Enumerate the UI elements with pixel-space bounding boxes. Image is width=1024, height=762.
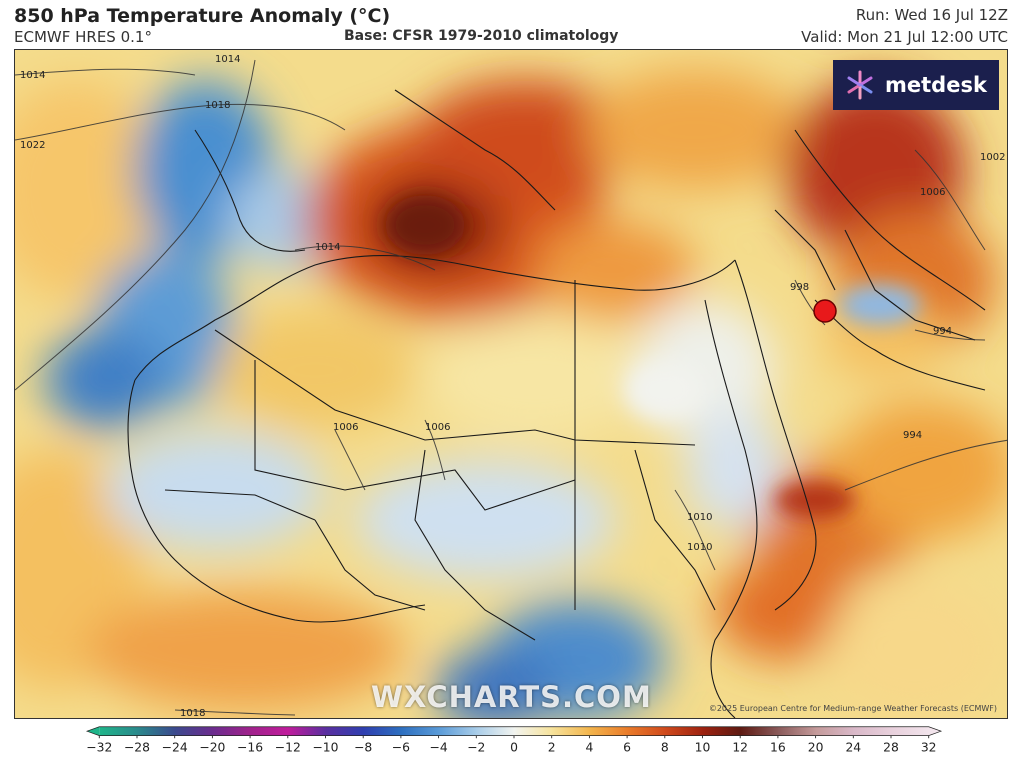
colorbar-swatches <box>85 726 943 736</box>
anomaly-hotspots <box>385 195 920 518</box>
location-marker[interactable] <box>813 299 837 323</box>
colorbar-tick-label: −20 <box>199 740 225 754</box>
isobar-label: 994 <box>933 326 952 337</box>
colorbar-tick-label: 6 <box>623 740 631 754</box>
colorbar-tick-label: 12 <box>732 740 748 754</box>
colorbar-tick-label: 16 <box>770 740 786 754</box>
colorbar-tick-label: −16 <box>237 740 263 754</box>
isobar-label: 1014 <box>215 54 240 65</box>
anomaly-field <box>15 70 1007 718</box>
isobar-labels: 1014 1014 1018 1022 1014 1006 1006 1010 … <box>20 54 1005 719</box>
isobar-label: 1018 <box>180 708 205 719</box>
colorbar-segment <box>174 726 213 736</box>
colorbar-segment <box>702 726 741 736</box>
colorbar-right-arrow <box>928 726 942 736</box>
colorbar-segment <box>400 726 440 736</box>
anomaly-map-canvas: 1014 1014 1018 1022 1014 1006 1006 1010 … <box>15 50 1007 719</box>
colorbar-tick-label: −12 <box>275 740 301 754</box>
colorbar-tick-label: 28 <box>883 740 899 754</box>
isobar-label: 1006 <box>920 187 945 198</box>
colorbar-segment <box>325 726 364 736</box>
colorbar-segment <box>740 726 779 736</box>
colorbar-tick-label: 4 <box>585 740 593 754</box>
isobar-label: 1010 <box>687 542 712 553</box>
colorbar-segment <box>664 726 703 736</box>
colorbar-tick-label: −24 <box>162 740 188 754</box>
colorbar-tick-label: −4 <box>429 740 447 754</box>
colorbar-segment <box>136 726 176 736</box>
colorbar-segment <box>815 726 854 736</box>
colorbar-tick-label: −32 <box>86 740 112 754</box>
colorbar-segment <box>99 726 138 736</box>
isobar-label: 998 <box>790 282 809 293</box>
colorbar-segment <box>514 726 553 736</box>
colorbar: −32 −28 −24 −20 −16 −12 −10 −8 −6 −4 −2 0 2 4 6 8 10 12 16… <box>85 726 943 754</box>
colorbar-segment <box>476 726 515 736</box>
colorbar-segment <box>287 726 326 736</box>
copyright-notice: ©2025 European Centre for Medium-range W… <box>708 704 997 713</box>
isobar-label: 1010 <box>687 512 712 523</box>
isobar-label: 1006 <box>425 422 450 433</box>
run-time-label: Run: Wed 16 Jul 12Z <box>855 6 1008 24</box>
colorbar-tick-label: 8 <box>661 740 669 754</box>
anomaly-map[interactable]: 1014 1014 1018 1022 1014 1006 1006 1010 … <box>14 49 1008 719</box>
isobar-label: 994 <box>903 430 922 441</box>
colorbar-segment <box>212 726 251 736</box>
isobar-label: 1014 <box>315 242 340 253</box>
isobar-label: 1018 <box>205 100 230 111</box>
model-label: ECMWF HRES 0.1° <box>14 28 152 46</box>
colorbar-tick-label: −10 <box>312 740 338 754</box>
colorbar-segment <box>891 726 930 736</box>
colorbar-tick-label: −2 <box>467 740 485 754</box>
wxcharts-watermark: WXCHARTS.COM <box>371 680 652 714</box>
colorbar-segment <box>627 726 666 736</box>
chart-title: 850 hPa Temperature Anomaly (°C) <box>14 5 391 27</box>
colorbar-tick-label: −8 <box>354 740 372 754</box>
colorbar-segment <box>363 726 402 736</box>
base-climatology-label: Base: CFSR 1979-2010 climatology <box>344 28 619 44</box>
colorbar-left-arrow <box>86 726 100 736</box>
colorbar-tick-label: 32 <box>921 740 937 754</box>
valid-time-label: Valid: Mon 21 Jul 12:00 UTC <box>801 28 1008 46</box>
colorbar-segment <box>853 726 892 736</box>
isobar-label: 1014 <box>20 70 45 81</box>
metdesk-logo-icon <box>847 70 873 100</box>
colorbar-tick-label: −28 <box>124 740 150 754</box>
colorbar-segment <box>250 726 289 736</box>
isobar-label: 1006 <box>333 422 358 433</box>
isobar-label: 1002 <box>980 152 1005 163</box>
colorbar-tick-label: 0 <box>510 740 518 754</box>
coastlines <box>127 89 986 718</box>
isobars <box>15 59 1007 716</box>
colorbar-tick-label: 24 <box>845 740 861 754</box>
colorbar-tick-label: 20 <box>808 740 824 754</box>
colorbar-tick-label: −6 <box>392 740 410 754</box>
metdesk-logo: metdesk <box>833 60 999 110</box>
colorbar-segment <box>551 726 590 736</box>
colorbar-segment <box>589 726 628 736</box>
metdesk-logo-text: metdesk <box>885 73 987 97</box>
colorbar-ticks: −32 −28 −24 −20 −16 −12 −10 −8 −6 −4 −2 0 2 4 6 8 10 12 16… <box>86 735 937 754</box>
colorbar-segment <box>777 726 817 736</box>
colorbar-tick-label: 2 <box>548 740 556 754</box>
isobar-label: 1022 <box>20 140 45 151</box>
colorbar-tick-label: 10 <box>695 740 711 754</box>
colorbar-segment <box>438 726 477 736</box>
